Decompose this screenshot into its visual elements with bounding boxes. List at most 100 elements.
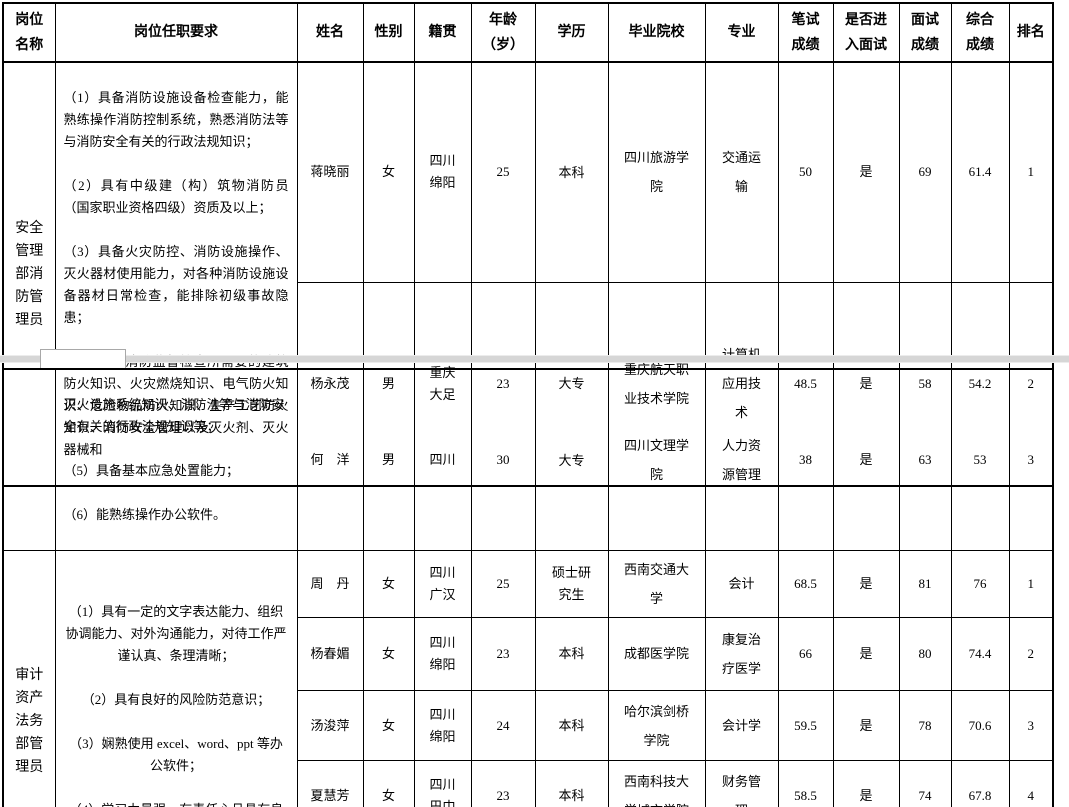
cell-age: 24	[470, 690, 536, 761]
cell-position-empty	[2, 368, 56, 551]
cell-requirements-s1-cont: 灭火设施系统知识、消防法等与消防安全有关的行政法规知识等； （5）具备基本应急处…	[54, 368, 298, 551]
cell-age: 23	[470, 760, 536, 807]
cell-overall-score: 61.4	[950, 61, 1010, 283]
requirement-item: （2）具有良好的风险防范意识；	[81, 691, 271, 707]
col-header-rank: 排名	[1008, 2, 1054, 63]
cell-name: 蒋晓丽	[296, 61, 364, 283]
requirement-item: （3）具备火灾防控、消防设施操作、灭火器材使用能力，对各种消防设施设备器材日常检…	[63, 244, 289, 325]
col-header-requirements: 岗位任职要求	[54, 2, 298, 63]
cell-age: 25	[470, 61, 536, 283]
cell-major: 会计	[704, 550, 779, 618]
table-fragment-2: 灭火设施系统知识、消防法等与消防安全有关的行政法规知识等； （5）具备基本应急处…	[2, 368, 1054, 807]
cell-written-score: 50	[777, 61, 834, 283]
col-header-hometown: 籍贯	[413, 2, 472, 63]
cell-major: 财务管 理	[704, 760, 779, 807]
cell-rank: 3	[1008, 368, 1054, 551]
cell-hometown: 四川 绵阳	[413, 61, 472, 283]
candidate-row: 灭火设施系统知识、消防法等与消防安全有关的行政法规知识等； （5）具备基本应急处…	[2, 368, 1054, 551]
cell-position-s2: 审计 资产 法务 部管 理员	[2, 550, 56, 807]
cell-name: 夏慧芳	[296, 760, 364, 807]
col-header-gender: 性别	[362, 2, 415, 63]
col-header-age: 年龄 （岁）	[470, 2, 536, 63]
requirement-item: （6）能熟练操作办公软件。	[63, 507, 227, 522]
cell-overall-score: 53	[950, 368, 1010, 551]
cell-school: 西南科技大 学城市学院	[607, 760, 706, 807]
cell-rank: 4	[1008, 760, 1054, 807]
cell-interview-score: 80	[898, 617, 952, 691]
cell-overall-score: 74.4	[950, 617, 1010, 691]
cell-age: 30	[470, 368, 536, 551]
cell-interview-score: 81	[898, 550, 952, 618]
cell-rank: 3	[1008, 690, 1054, 761]
cell-education: 大专	[534, 368, 609, 551]
cell-age: 25	[470, 550, 536, 618]
cell-gender: 女	[362, 617, 415, 691]
col-header-school: 毕业院校	[607, 2, 706, 63]
requirement-item: （1）具有一定的文字表达能力、组织协调能力、对外沟通能力，对待工作严谨认真、条理…	[65, 603, 287, 663]
cell-interview-score: 74	[898, 760, 952, 807]
cell-name: 何 洋	[296, 368, 364, 551]
page-break-marker	[40, 349, 126, 369]
cell-hometown: 四川 广汉	[413, 550, 472, 618]
cell-hometown: 四川 绵阳	[413, 690, 472, 761]
cell-education: 本科	[534, 617, 609, 691]
cell-major: 交通运 输	[704, 61, 779, 283]
candidate-row: 审计 资产 法务 部管 理员 （1）具有一定的文字表达能力、组织协调能力、对外沟…	[2, 550, 1054, 807]
cell-school: 四川文理学 院	[607, 368, 706, 551]
cell-enter-interview: 是	[832, 690, 900, 761]
requirement-item: 灭火设施系统知识、消防法等与消防安全有关的行政法规知识等；	[63, 397, 285, 434]
cell-interview-score: 63	[898, 368, 952, 551]
cell-hometown: 四川 巴中	[413, 760, 472, 807]
candidate-row: 汤浚萍 女 四川 绵阳 24 本科 哈尔滨剑桥 学院 会计学 59.5 是 78…	[3, 690, 1054, 761]
requirement-item: （3）娴熟使用 excel、word、ppt 等办公软件；	[69, 735, 283, 773]
cell-enter-interview: 是	[832, 61, 900, 283]
cell-written-score: 38	[777, 368, 834, 551]
cell-rank: 1	[1008, 550, 1054, 618]
cell-requirements-s2: （1）具有一定的文字表达能力、组织协调能力、对外沟通能力，对待工作严谨认真、条理…	[54, 550, 298, 807]
cell-enter-interview: 是	[832, 760, 900, 807]
cell-school: 哈尔滨剑桥 学院	[607, 690, 706, 761]
cell-name: 杨春媚	[296, 617, 364, 691]
cell-written-score: 59.5	[777, 690, 834, 761]
cell-rank: 1	[1008, 61, 1054, 283]
cell-interview-score: 78	[898, 690, 952, 761]
cell-name: 汤浚萍	[296, 690, 364, 761]
cell-written-score: 68.5	[777, 550, 834, 618]
requirement-item: （1）具备消防设施设备检查能力，能熟练操作消防控制系统，熟悉消防法等与消防安全有…	[63, 90, 289, 149]
cell-education: 硕士研 究生	[534, 550, 609, 618]
cell-school: 四川旅游学 院	[607, 61, 706, 283]
cell-rank: 2	[1008, 617, 1054, 691]
cell-gender: 女	[362, 61, 415, 283]
cell-enter-interview: 是	[832, 617, 900, 691]
candidate-row: 夏慧芳 女 四川 巴中 23 本科 西南科技大 学城市学院 财务管 理 58.5…	[3, 760, 1054, 807]
cell-school: 成都医学院	[607, 617, 706, 691]
cell-overall-score: 76	[950, 550, 1010, 618]
col-header-major: 专业	[704, 2, 779, 63]
cell-written-score: 66	[777, 617, 834, 691]
requirement-item: （2）具有中级建（构）筑物消防员（国家职业资格四级）资质及以上；	[63, 178, 289, 215]
col-header-name: 姓名	[296, 2, 364, 63]
header-row: 岗位 名称 岗位任职要求 姓名 性别 籍贯 年龄 （岁） 学历 毕业院校 专业 …	[2, 2, 1054, 63]
col-header-position: 岗位 名称	[2, 2, 56, 63]
requirement-item: （5）具备基本应急处置能力；	[63, 463, 240, 478]
col-header-interview-score: 面试 成绩	[898, 2, 952, 63]
candidate-row: 安全 管理 部消 防管 理员 （1）具备消防设施设备检查能力，能熟练操作消防控制…	[2, 61, 1054, 487]
cell-major: 人力资 源管理	[704, 368, 779, 551]
cell-overall-score: 70.6	[950, 690, 1010, 761]
cell-major: 会计学	[704, 690, 779, 761]
cell-written-score: 58.5	[777, 760, 834, 807]
col-header-education: 学历	[534, 2, 609, 63]
cell-education: 本科	[534, 690, 609, 761]
cell-hometown: 四川	[413, 368, 472, 551]
cell-gender: 女	[362, 690, 415, 761]
cell-enter-interview: 是	[832, 550, 900, 618]
cell-enter-interview: 是	[832, 368, 900, 551]
cell-education: 本科	[534, 61, 609, 283]
col-header-overall-score: 综合 成绩	[950, 2, 1010, 63]
requirement-item: （4）学习力量强，有责任心且具有良好的执行力。	[64, 799, 289, 807]
cell-major: 康复治 疗医学	[704, 617, 779, 691]
cell-gender: 男	[362, 368, 415, 551]
col-header-written-score: 笔试 成绩	[777, 2, 834, 63]
page-break-band	[0, 355, 1069, 363]
